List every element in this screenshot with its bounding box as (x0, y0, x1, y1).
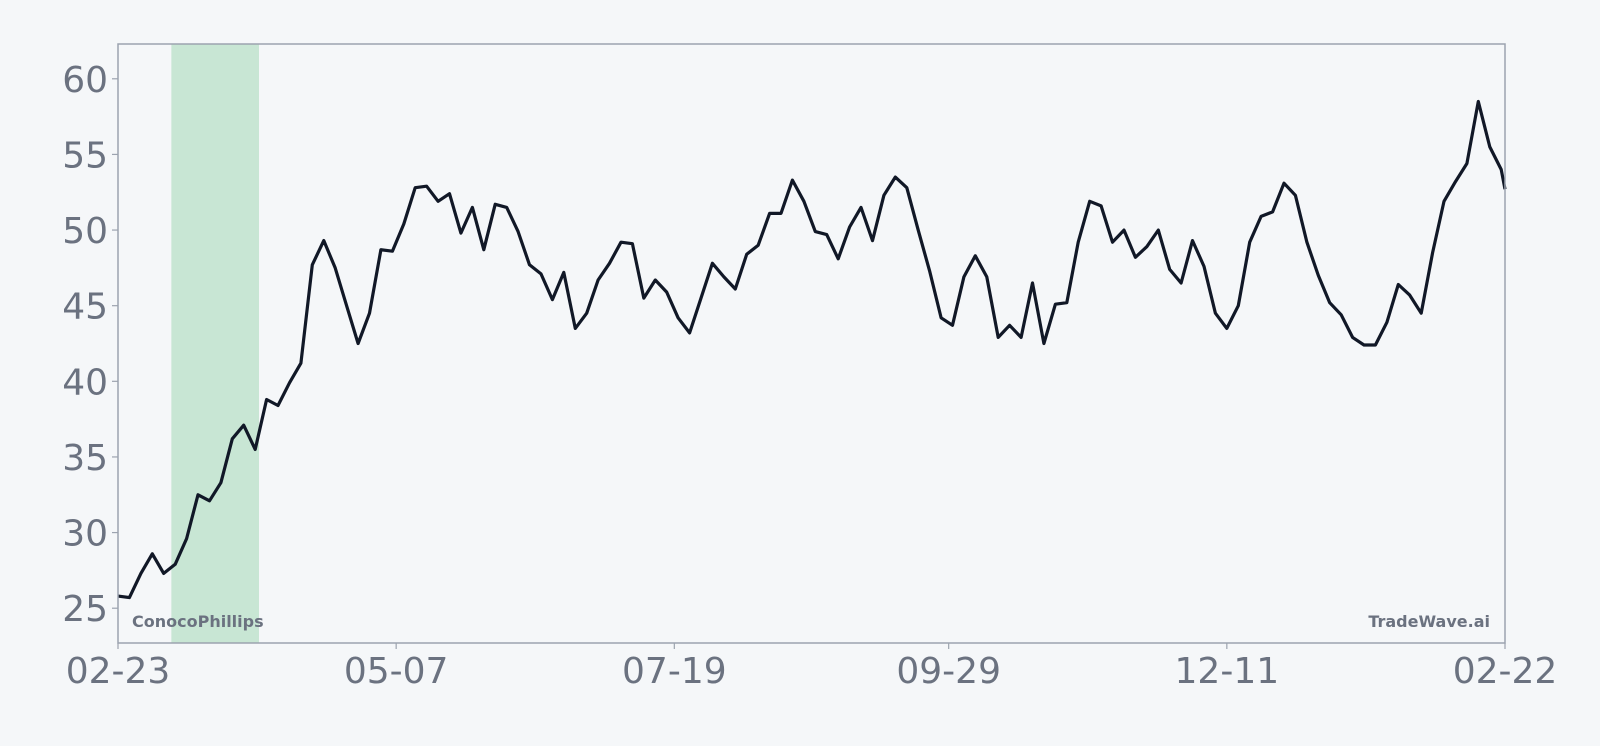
y-tick-label: 25 (62, 589, 108, 630)
plot-frame (117, 43, 1506, 644)
x-tick-label: 02-23 (66, 651, 171, 692)
watermark-company: ConocoPhillips (132, 612, 264, 631)
y-tick-label: 35 (62, 438, 108, 479)
y-tick-label: 45 (62, 287, 108, 328)
y-tick-label: 55 (62, 135, 108, 176)
x-tick-label: 02-22 (1453, 651, 1558, 692)
y-tick-label: 60 (62, 60, 108, 101)
y-tick-label: 50 (62, 211, 108, 252)
price-line (117, 99, 1507, 600)
x-tick-label: 12-11 (1175, 651, 1280, 692)
watermark-brand: TradeWave.ai (1368, 612, 1490, 631)
x-tick-label: 09-29 (896, 651, 1001, 692)
highlight-band (171, 44, 259, 643)
x-tick-label: 07-19 (622, 651, 727, 692)
y-tick-label: 40 (62, 362, 108, 403)
x-tick-label: 05-07 (344, 651, 449, 692)
y-tick-label: 30 (62, 514, 108, 555)
